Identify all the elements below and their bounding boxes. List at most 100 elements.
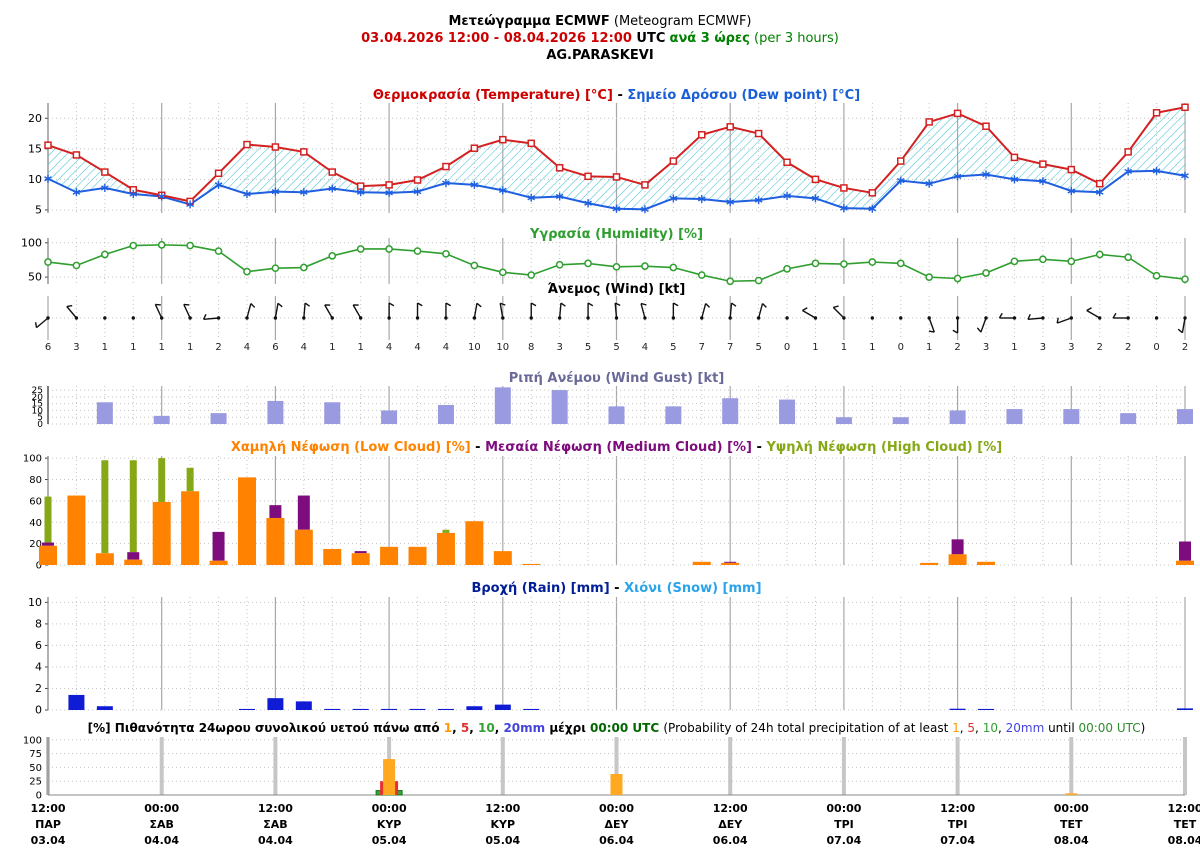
svg-text:100: 100: [21, 236, 42, 249]
low-cloud-bar: [95, 553, 114, 565]
svg-text:0: 0: [35, 704, 42, 717]
wind-barb-dot: [1126, 316, 1130, 320]
rain-bar: [238, 708, 255, 710]
svg-text:0: 0: [898, 342, 904, 353]
svg-text:8: 8: [35, 617, 42, 630]
gust-bar: [608, 406, 625, 424]
svg-text:3: 3: [1068, 342, 1074, 353]
tick-date: 05.04: [372, 834, 407, 847]
gust-bar: [892, 417, 909, 424]
gust-bar: [835, 417, 852, 424]
wind-barb-staff: [1086, 309, 1101, 319]
medium-cloud-bar: [951, 539, 964, 555]
svg-text:75: 75: [29, 749, 42, 760]
svg-text:0: 0: [1153, 342, 1159, 353]
temperature-panel: 5 10 15 20: [28, 103, 1189, 216]
utc-text: UTC: [636, 31, 666, 46]
tick-day: ΤΡΙ: [834, 818, 854, 831]
svg-text:10: 10: [468, 342, 481, 353]
svg-text:1: 1: [357, 342, 363, 353]
date-range-line: 03.04.2026 12:00 - 08.04.2026 12:00 UTC …: [0, 31, 1200, 46]
svg-text:15: 15: [28, 142, 42, 155]
tick-date: 06.04: [713, 834, 748, 847]
svg-text:3: 3: [1040, 342, 1046, 353]
probability-panel: 0 25 50 75 100: [23, 735, 1187, 802]
low-cloud-bar: [237, 477, 256, 565]
low-cloud-bar: [408, 546, 427, 565]
low-cloud-bar: [67, 495, 86, 565]
svg-text:4: 4: [244, 342, 250, 353]
wind-barb-staff: [352, 304, 362, 319]
rain-bar: [267, 698, 284, 710]
high-cloud-bar: [101, 460, 109, 554]
medium-cloud-bar: [42, 542, 54, 546]
svg-text:5: 5: [585, 342, 591, 353]
svg-text:2: 2: [1125, 342, 1131, 353]
svg-text:2: 2: [35, 682, 42, 695]
svg-text:20: 20: [28, 112, 42, 125]
svg-text:5: 5: [37, 413, 43, 423]
rain-bar: [1177, 708, 1193, 710]
medium-cloud-bar: [297, 495, 310, 530]
prob-1mm-bar: [383, 759, 396, 795]
svg-text:1: 1: [329, 342, 335, 353]
svg-text:4: 4: [642, 342, 648, 353]
high-cloud-bar: [129, 460, 137, 553]
gust-bar: [267, 400, 284, 424]
rain-bar: [978, 708, 995, 710]
gust-bar: [494, 387, 511, 424]
tick-date: 03.04: [31, 834, 66, 847]
svg-text:50: 50: [29, 763, 42, 774]
gust-bar: [210, 413, 227, 424]
rain-panel: 0 2 4 6 8 10: [28, 596, 1193, 717]
low-cloud-bar: [977, 561, 996, 565]
medium-cloud-bar: [354, 551, 367, 554]
wind-barb-staff: [154, 304, 163, 319]
cloud-panel-title: Χαμηλή Νέφωση (Low Cloud) [%] - Μεσαία Ν…: [230, 440, 1003, 455]
rain-bar: [381, 708, 398, 710]
wind-barb-staff: [66, 306, 77, 319]
gust-bar: [96, 402, 113, 424]
svg-text:50: 50: [28, 271, 42, 284]
svg-text:1: 1: [1011, 342, 1017, 353]
tick-time: 00:00: [372, 802, 407, 815]
tick-time: 00:00: [599, 802, 634, 815]
tick-date: 08.04: [1054, 834, 1089, 847]
rain-bar: [494, 704, 511, 710]
medium-cloud-bar: [212, 531, 225, 561]
svg-text:2: 2: [954, 342, 960, 353]
tick-time: 00:00: [144, 802, 179, 815]
tick-day: ΚΥΡ: [377, 818, 402, 831]
svg-text:20: 20: [29, 539, 42, 550]
wind-barb-staff: [980, 317, 987, 333]
svg-text:7: 7: [727, 342, 733, 353]
medium-cloud-bar: [269, 505, 282, 518]
tick-day: ΔΕΥ: [605, 818, 630, 831]
svg-text:10: 10: [32, 406, 44, 416]
wind-barb-staff: [558, 302, 562, 319]
gust-bar: [722, 398, 739, 424]
wind-barb-dot: [103, 316, 107, 320]
tick-time: 12:00: [940, 802, 975, 815]
low-cloud-bar: [493, 551, 512, 565]
high-cloud-bar: [44, 496, 52, 543]
gust-bar: [324, 402, 341, 424]
date-range: 03.04.2026 12:00 - 08.04.2026 12:00: [361, 31, 632, 46]
tick-day: ΔΕΥ: [718, 818, 743, 831]
tick-day: ΠΑΡ: [35, 818, 61, 831]
low-cloud-bar: [465, 521, 484, 565]
gust-bar: [437, 405, 454, 424]
probability-panel-title: [%] Πιθανότητα 24ωρου συνολικού υετού πά…: [87, 721, 1146, 735]
svg-text:4: 4: [414, 342, 420, 353]
medium-cloud-bar: [127, 552, 140, 560]
svg-text:1: 1: [102, 342, 108, 353]
svg-text:1: 1: [187, 342, 193, 353]
gust-bar: [551, 390, 568, 424]
svg-text:0: 0: [36, 561, 42, 572]
rain-bar: [352, 708, 369, 710]
tick-date: 06.04: [599, 834, 634, 847]
low-cloud-bar: [181, 491, 200, 565]
wind-barb-staff: [701, 303, 707, 319]
